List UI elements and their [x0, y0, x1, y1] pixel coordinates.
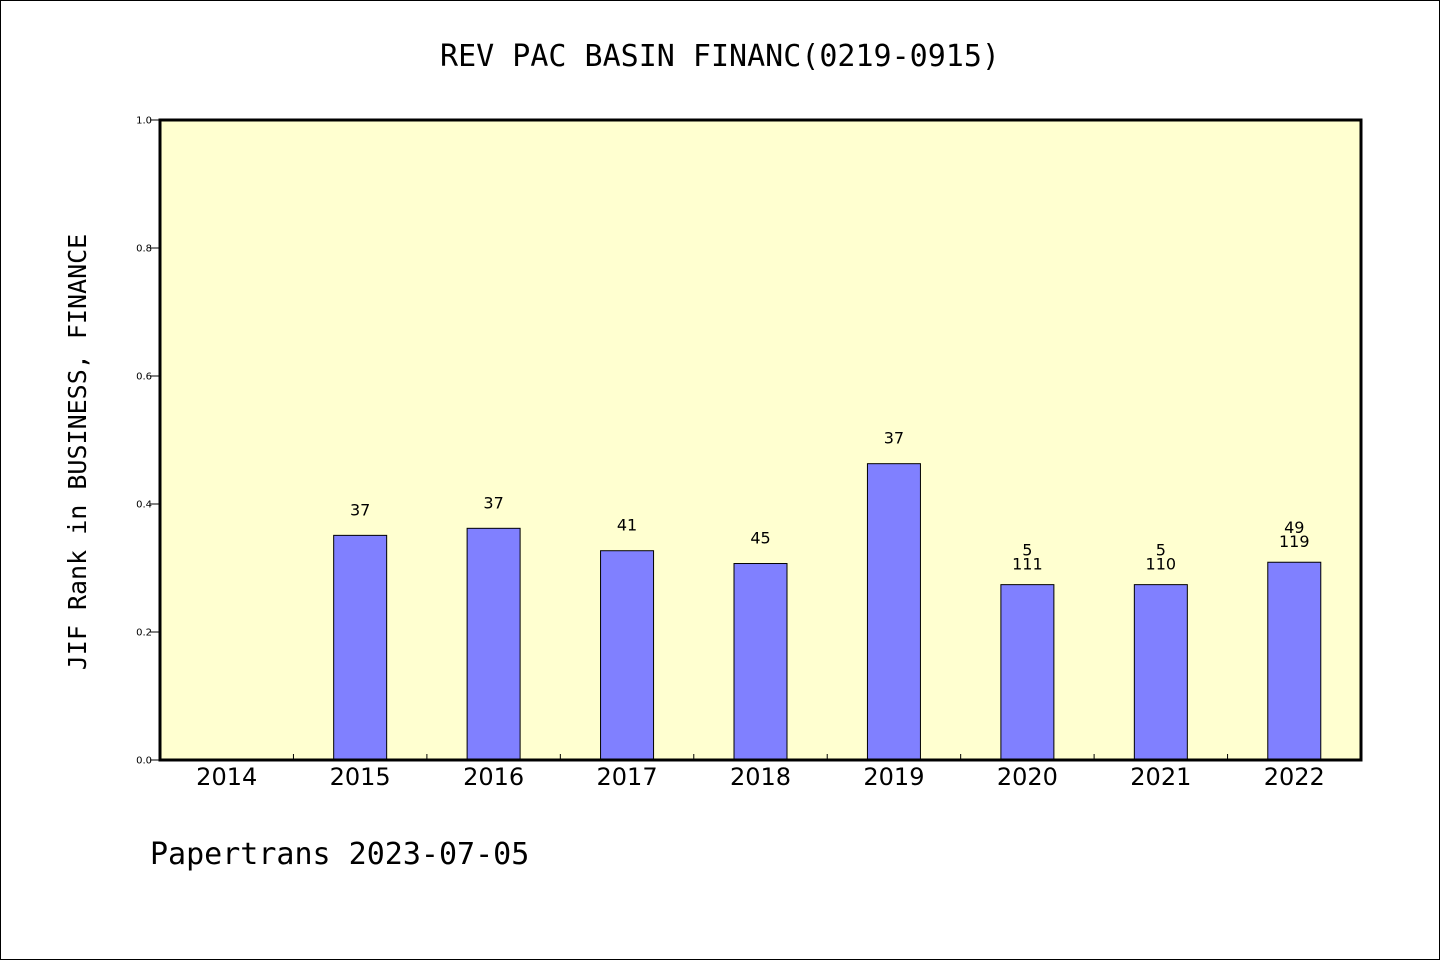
plot-border [158, 118, 1363, 762]
bar-2016 [466, 527, 521, 761]
bar-2020 [1000, 584, 1055, 761]
bar-2021 [1133, 584, 1188, 761]
bar-2017 [600, 550, 655, 761]
y-tick-label: 0.6 [136, 372, 152, 383]
y-tick-label: 0.8 [136, 244, 152, 255]
data-label: 37 [884, 429, 904, 448]
x-tick-label: 2017 [597, 763, 658, 791]
data-label: 37 [483, 493, 503, 512]
data-label: 5 [1156, 541, 1166, 560]
data-label: 37 [350, 500, 370, 519]
x-tick-label: 2014 [196, 763, 257, 791]
bar-2022 [1267, 561, 1322, 761]
data-label: 119 [1279, 532, 1310, 551]
x-tick-label: 2021 [1130, 763, 1191, 791]
x-tick-label: 2016 [463, 763, 524, 791]
data-label: 49 [1284, 518, 1304, 537]
y-tick-label: 0.2 [136, 628, 152, 639]
bar-2019 [866, 463, 921, 761]
bar-2015 [333, 534, 388, 761]
data-label: 5 [1022, 541, 1032, 560]
footer-source: Papertrans 2023-07-05 [150, 837, 529, 872]
x-tick-label: 2020 [997, 763, 1058, 791]
x-axis: 2014 2015 2016 2017 2018 2019 2020 2021 2022 [196, 754, 1325, 791]
x-tick-label: 2015 [330, 763, 391, 791]
data-label: 110 [1146, 555, 1177, 574]
y-tick-label: 1.0 [136, 116, 152, 127]
y-tick-label: 0.4 [136, 500, 152, 511]
chart-title: REV PAC BASIN FINANC(0219-0915) [440, 39, 1000, 74]
x-tick-label: 2019 [863, 763, 924, 791]
data-label: 41 [617, 516, 637, 535]
x-tick-label: 2022 [1264, 763, 1325, 791]
x-tick-label: 2018 [730, 763, 791, 791]
y-axis: 0.0 0.2 0.4 0.6 0.8 1.0 [136, 116, 160, 767]
data-label: 111 [1012, 555, 1043, 574]
y-axis-label: JIF Rank in BUSINESS, FINANCE [63, 234, 92, 671]
bar-2018 [733, 563, 788, 761]
y-tick-label: 0.0 [136, 756, 152, 767]
data-label: 45 [750, 529, 770, 548]
